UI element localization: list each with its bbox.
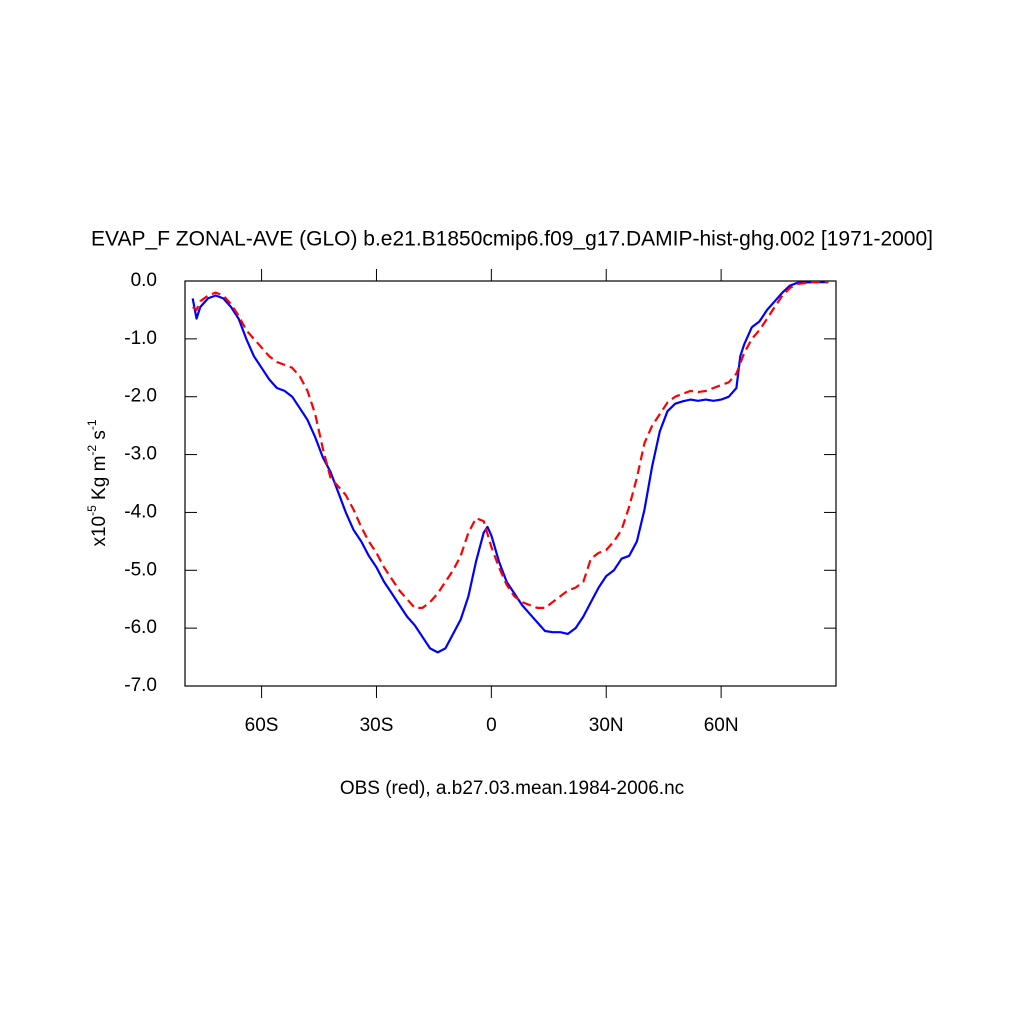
y-tick-label: 0.0 [131,270,157,291]
x-tick-label: 60N [704,715,739,736]
x-tick-label: 0 [486,715,497,736]
y-tick-label: -4.0 [124,501,157,522]
y-label-part: s [89,430,110,445]
y-tick-label: -3.0 [124,444,157,465]
y-axis-label: x10-5 Kg m-2 s-1 [85,419,110,546]
y-tick-label: -2.0 [124,386,157,407]
y-label-sup: -2 [85,445,99,456]
x-tick-label: 30N [589,715,624,736]
y-label-part: x10 [89,516,110,547]
y-label-part: Kg m [89,456,110,506]
series-line [191,281,829,654]
y-tick-label: -7.0 [124,675,157,696]
y-label-sup: -5 [85,505,99,516]
chart-subtitle: OBS (red), a.b27.03.mean.1984-2006.nc [340,778,684,799]
plot-frame [184,280,837,687]
y-tick-label: -1.0 [124,328,157,349]
y-tick-label: -6.0 [124,617,157,638]
series-line [192,281,829,609]
y-tick-label: -5.0 [124,559,157,580]
chart-title: EVAP_F ZONAL-AVE (GLO) b.e21.B1850cmip6.… [91,228,933,251]
x-tick-label: 30S [360,715,394,736]
x-tick-label: 60S [245,715,279,736]
y-label-sup: -1 [85,419,99,430]
